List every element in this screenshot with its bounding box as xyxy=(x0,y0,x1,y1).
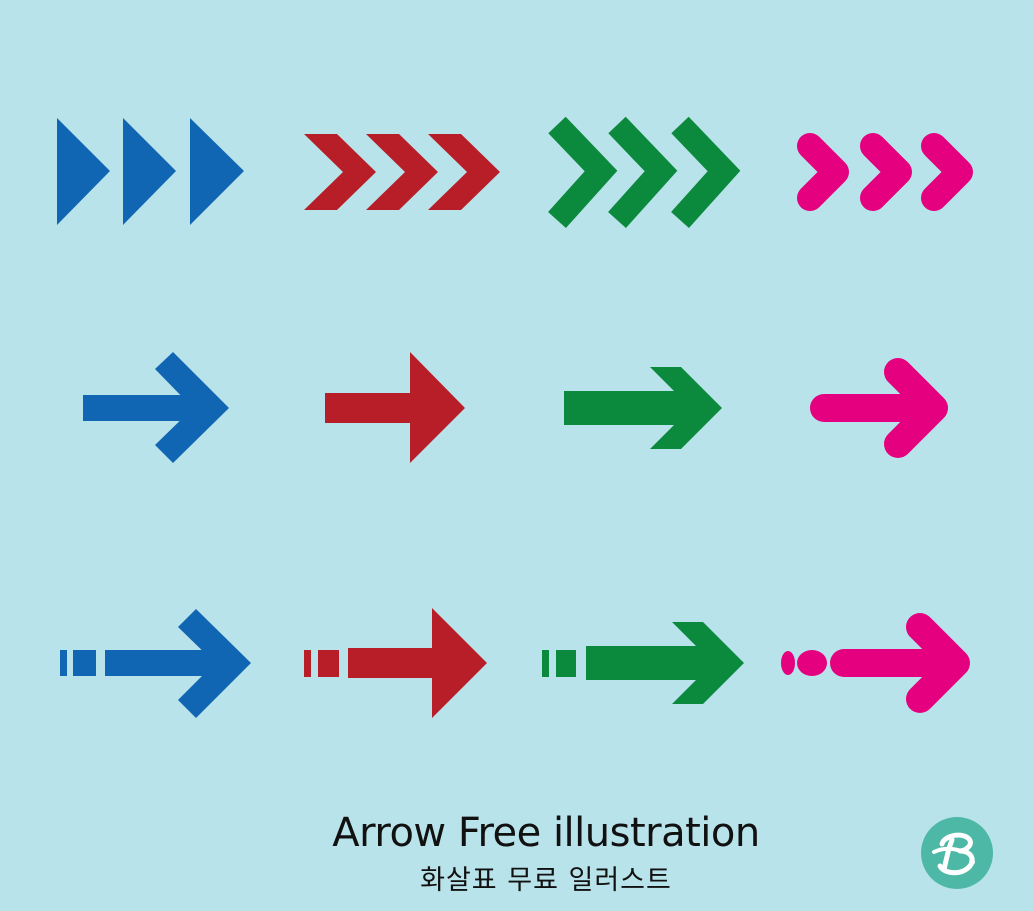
dotted-rounded-arrow-icon xyxy=(781,613,970,713)
rounded-arrow-icon xyxy=(810,358,948,458)
wide-arrow-icon xyxy=(564,367,722,449)
dashed-line-arrow-icon xyxy=(60,609,251,718)
rounded-chevrons-icon xyxy=(797,133,973,211)
b-logo-icon xyxy=(921,817,993,889)
thick-chevrons-icon xyxy=(548,116,741,229)
triangles-icon xyxy=(57,118,244,225)
dashed-block-arrow-icon xyxy=(304,608,487,718)
dashed-wide-arrow-icon xyxy=(542,622,744,704)
flat-chevrons-icon xyxy=(304,134,500,210)
block-arrow-icon xyxy=(325,352,465,463)
line-arrow-icon xyxy=(83,352,229,463)
caption-subtitle: 화살표 무료 일러스트 xyxy=(420,865,672,896)
caption-title: Arrow Free illustration xyxy=(332,810,760,856)
